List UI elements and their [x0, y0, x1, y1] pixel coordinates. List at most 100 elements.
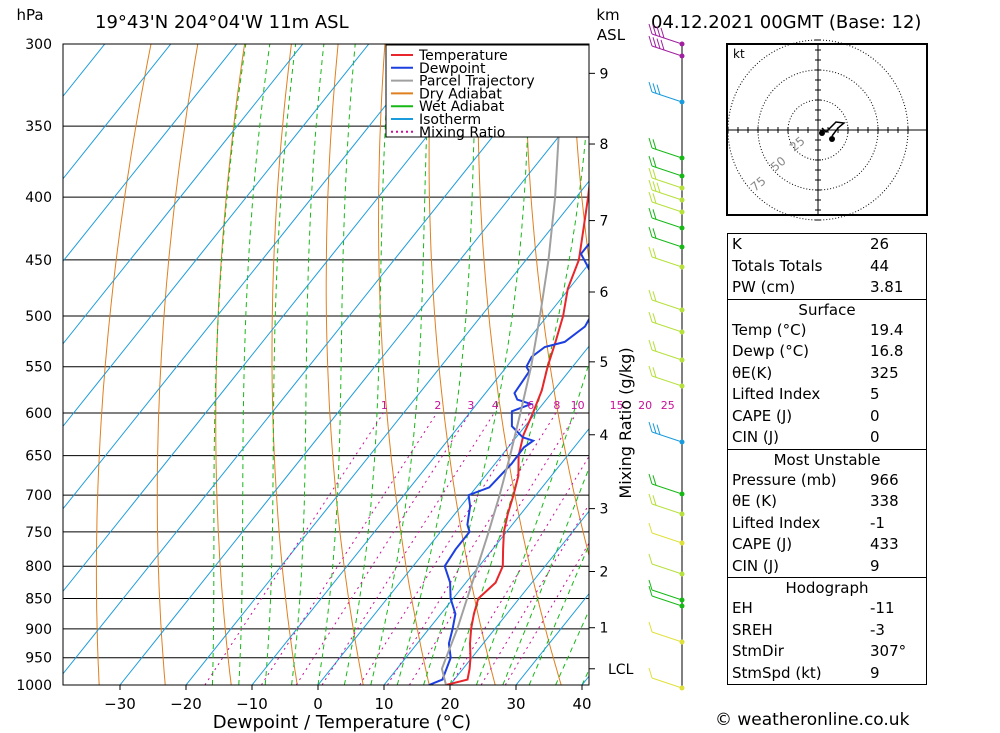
wind-barb-flag — [648, 311, 653, 323]
wind-barb-shaft — [651, 631, 683, 643]
dry-adiabat — [477, 44, 562, 685]
wind-barb-flag — [648, 365, 653, 377]
pressure-tick-label: 700 — [25, 488, 52, 504]
hodograph-box: Hodograph EH -11 SREH -3 StmDir 307° StmSpd (k… — [727, 577, 927, 685]
wind-barb-flag — [652, 423, 657, 434]
wind-barb-flag — [652, 475, 657, 486]
hodograph-trace — [821, 121, 846, 137]
wind-barb-flag — [648, 585, 653, 597]
stat-label: Pressure (mb) — [732, 470, 837, 489]
wet-adiabat — [343, 44, 391, 685]
mixing-ratio-label: 15 — [610, 399, 624, 412]
legend-label: Dry Adiabat — [419, 86, 502, 102]
stat-value: 26 — [870, 235, 890, 253]
series-parcel-trajectory — [440, 44, 563, 685]
stat-row: Lifted Index 5 — [728, 384, 926, 406]
wind-barb-flag — [656, 38, 661, 49]
mixing-ratio-line — [450, 455, 589, 685]
km-tick-label: 3 — [600, 502, 609, 518]
isotherm — [449, 510, 589, 685]
isotherm — [63, 44, 106, 98]
stat-value: -11 — [870, 599, 895, 617]
stat-value: 0 — [870, 428, 880, 446]
asl-unit-label: ASL — [597, 26, 626, 44]
pressure-tick-label: 650 — [25, 449, 52, 465]
isotherm — [63, 44, 304, 345]
wind-barb-shaft — [651, 589, 683, 601]
isotherm — [185, 180, 589, 685]
stat-row: StmSpd (kt) 9 — [728, 663, 926, 685]
km-tick-label: 1 — [600, 621, 609, 637]
dry-adiabat — [524, 44, 589, 558]
wind-barb-flag — [652, 313, 657, 324]
stat-label: StmSpd (kt) — [732, 663, 822, 682]
pressure-tick-label: 900 — [25, 622, 52, 638]
dry-adiabat — [325, 44, 364, 685]
credit-link[interactable]: © weatheronline.co.uk — [715, 710, 910, 730]
wind-barb-flag — [648, 522, 653, 534]
wind-barb-flag — [652, 169, 657, 180]
pressure-tick-label: 400 — [25, 190, 52, 206]
stat-value: 0 — [870, 406, 880, 425]
lcl-label: LCL — [608, 662, 634, 678]
wind-barb-shaft — [651, 299, 683, 311]
mixing-ratio-label: 20 — [638, 399, 652, 412]
x-tick-label: 10 — [374, 695, 393, 713]
dry-adiabat — [271, 44, 298, 685]
wind-barb-shaft — [651, 256, 683, 268]
isotherm — [119, 97, 589, 685]
mixing-ratio-line — [204, 412, 384, 685]
km-tick-label: 7 — [600, 214, 609, 230]
dry-adiabat — [377, 44, 430, 685]
wind-barb-flag — [652, 193, 657, 204]
wet-adiabat — [317, 44, 356, 685]
dry-adiabat — [156, 44, 199, 685]
wind-barb-flag — [648, 473, 653, 485]
wind-barb-flag — [652, 157, 657, 168]
wind-barb-flag — [652, 181, 657, 192]
surface-title: Surface — [798, 300, 856, 319]
km-tick-label: 4 — [600, 428, 609, 444]
isotherm — [63, 44, 172, 180]
wind-barb-shaft — [651, 91, 683, 103]
hodograph-point — [819, 130, 825, 136]
wind-barb-flag — [652, 37, 657, 48]
stat-value: -3 — [870, 620, 885, 639]
stat-label: Dewp (°C) — [732, 342, 810, 360]
x-tick-label: −20 — [170, 695, 202, 713]
mixing-ratio-line — [480, 503, 589, 685]
wind-barb-flag — [656, 424, 661, 435]
pressure-tick-label: 850 — [25, 591, 52, 607]
wind-barb-flag — [648, 246, 653, 258]
legend-label: Parcel Trajectory — [419, 74, 535, 90]
stat-label: K — [732, 235, 742, 253]
stat-label: EH — [732, 599, 753, 617]
pressure-tick-label: 500 — [25, 309, 52, 325]
km-unit-label: km — [596, 6, 619, 24]
stat-label: Temp (°C) — [732, 320, 807, 339]
wind-barb-flag — [652, 367, 657, 378]
wind-barb-flag — [648, 81, 653, 93]
pressure-tick-label: 600 — [25, 406, 52, 422]
stat-value: 338 — [870, 492, 899, 510]
wind-barb-flag — [660, 39, 665, 51]
legend-label: Dewpoint — [419, 61, 486, 77]
most-unstable-box: Most Unstable Pressure (mb) 966 θE (K) 338 L… — [727, 448, 927, 578]
hodograph-unit: kt — [733, 47, 745, 61]
stat-label: CIN (J) — [732, 556, 780, 575]
stat-row: StmDir 307° — [728, 641, 926, 663]
mixing-ratio-axis-title: Mixing Ratio (g/kg) — [616, 347, 635, 498]
wind-barb-shaft — [651, 165, 683, 177]
stat-label: PW (cm) — [732, 278, 796, 296]
wind-barb-shaft — [651, 236, 683, 248]
stat-value: 325 — [870, 363, 899, 382]
wet-adiabat — [555, 609, 589, 685]
pressure-tick-label: 1000 — [16, 678, 52, 694]
wind-barb-shaft — [651, 45, 683, 57]
wet-adiabat — [238, 44, 271, 685]
stat-row: CAPE (J) 0 — [728, 406, 926, 428]
mixing-ratio-line — [504, 542, 589, 685]
mixing-ratio-line — [295, 412, 471, 685]
